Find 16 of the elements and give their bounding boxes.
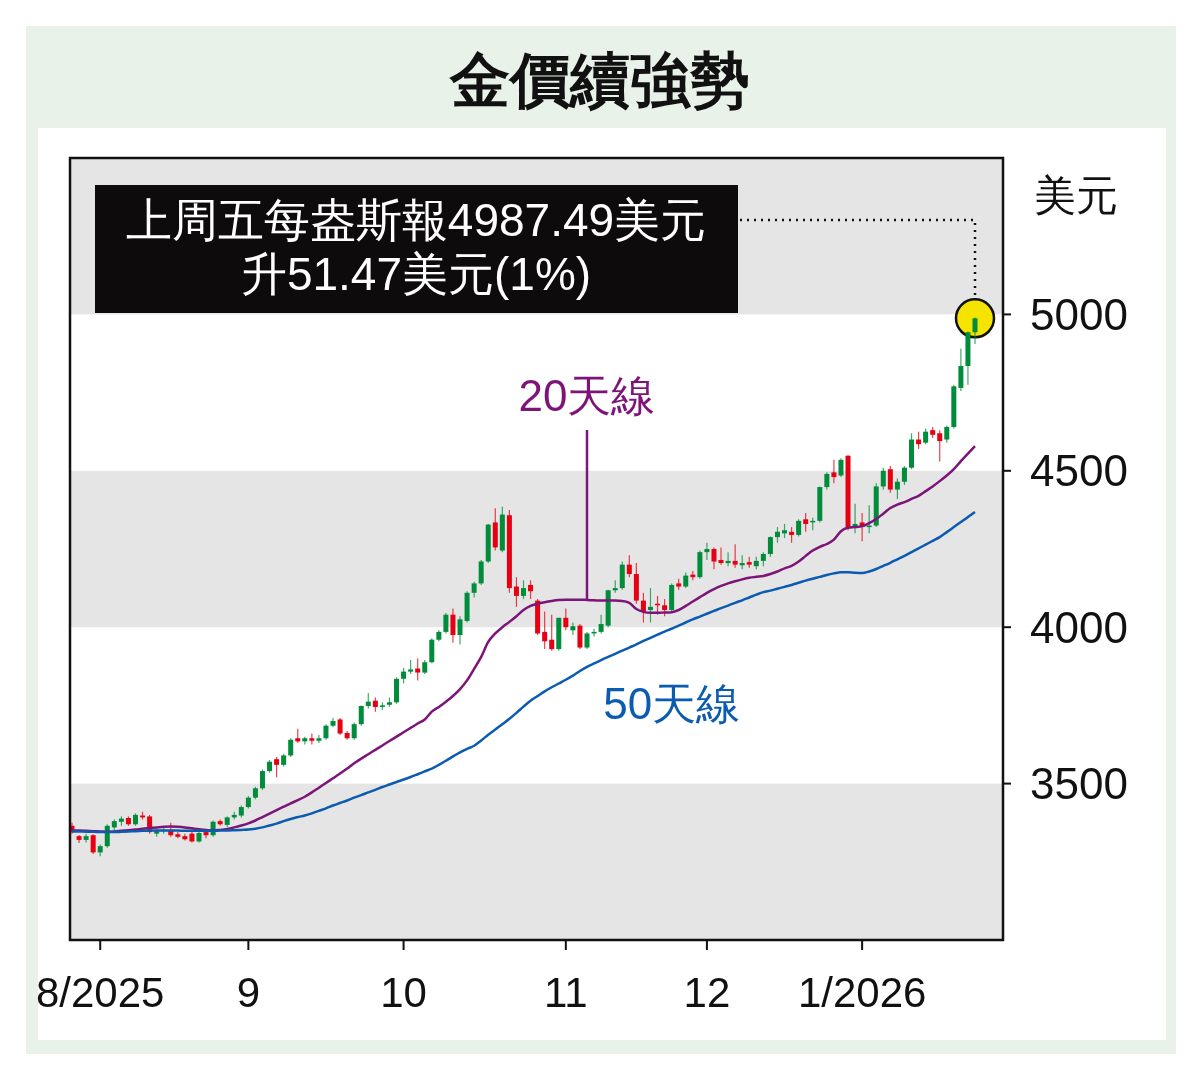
y-tick-label: 3500 xyxy=(1030,759,1128,809)
x-tick-label: 9 xyxy=(236,968,261,1016)
annotation: 升51.47美元(1%) xyxy=(240,248,592,300)
y-axis-title: 美元 xyxy=(1034,171,1118,219)
y-tick-label: 4000 xyxy=(1030,602,1128,652)
x-tick-label: 10 xyxy=(380,968,427,1016)
x-tick-label: 11 xyxy=(544,968,588,1016)
chart-title: 金價續強勢 xyxy=(449,46,750,114)
series-label: 50天線 xyxy=(603,679,741,729)
x-tick-label: 8/2025 xyxy=(35,968,165,1016)
y-tick-label: 5000 xyxy=(1030,289,1128,339)
y-tick-label: 4500 xyxy=(1030,446,1128,496)
x-tick-label: 12 xyxy=(683,968,731,1016)
x-tick-label: 1/2026 xyxy=(797,968,927,1016)
annotation: 上周五每盎斯報4987.49美元 xyxy=(125,194,707,246)
text: 20天線 xyxy=(518,370,656,420)
